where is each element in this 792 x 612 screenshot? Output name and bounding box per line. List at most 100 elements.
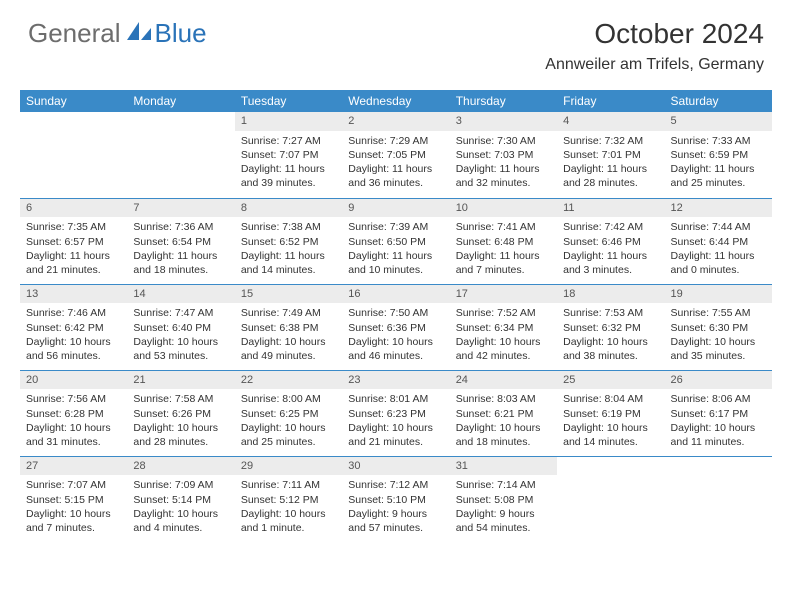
day-details: Sunrise: 8:01 AMSunset: 6:23 PMDaylight:… — [342, 389, 449, 453]
calendar-day-cell: 14Sunrise: 7:47 AMSunset: 6:40 PMDayligh… — [127, 284, 234, 370]
sunrise-line: Sunrise: 7:42 AM — [563, 220, 658, 234]
day-number: 1 — [235, 112, 342, 131]
day-number: 31 — [450, 457, 557, 476]
daylight-line: Daylight: 10 hours and 25 minutes. — [241, 421, 336, 449]
sunrise-line: Sunrise: 8:06 AM — [671, 392, 766, 406]
title-block: October 2024 Annweiler am Trifels, Germa… — [545, 18, 764, 74]
daylight-line: Daylight: 11 hours and 10 minutes. — [348, 249, 443, 277]
sunset-line: Sunset: 6:52 PM — [241, 235, 336, 249]
sunset-line: Sunset: 7:07 PM — [241, 148, 336, 162]
daylight-line: Daylight: 11 hours and 14 minutes. — [241, 249, 336, 277]
sunset-line: Sunset: 6:38 PM — [241, 321, 336, 335]
day-number: 17 — [450, 285, 557, 304]
sunset-line: Sunset: 6:57 PM — [26, 235, 121, 249]
sunrise-line: Sunrise: 7:07 AM — [26, 478, 121, 492]
day-details: Sunrise: 7:52 AMSunset: 6:34 PMDaylight:… — [450, 303, 557, 367]
day-number: 9 — [342, 199, 449, 218]
sunrise-line: Sunrise: 7:32 AM — [563, 134, 658, 148]
day-number: 26 — [665, 371, 772, 390]
day-number: 5 — [665, 112, 772, 131]
sunset-line: Sunset: 6:59 PM — [671, 148, 766, 162]
day-details: Sunrise: 7:32 AMSunset: 7:01 PMDaylight:… — [557, 131, 664, 195]
brand-logo: General Blue — [28, 18, 207, 49]
day-number: 4 — [557, 112, 664, 131]
daylight-line: Daylight: 10 hours and 28 minutes. — [133, 421, 228, 449]
day-details: Sunrise: 8:04 AMSunset: 6:19 PMDaylight:… — [557, 389, 664, 453]
daylight-line: Daylight: 10 hours and 31 minutes. — [26, 421, 121, 449]
day-number: 24 — [450, 371, 557, 390]
calendar-day-cell: 26Sunrise: 8:06 AMSunset: 6:17 PMDayligh… — [665, 370, 772, 456]
sunrise-line: Sunrise: 8:04 AM — [563, 392, 658, 406]
day-number: 13 — [20, 285, 127, 304]
sunset-line: Sunset: 6:42 PM — [26, 321, 121, 335]
calendar-empty-cell — [20, 112, 127, 198]
day-number: 27 — [20, 457, 127, 476]
day-number: 7 — [127, 199, 234, 218]
calendar-day-cell: 3Sunrise: 7:30 AMSunset: 7:03 PMDaylight… — [450, 112, 557, 198]
sunrise-line: Sunrise: 7:35 AM — [26, 220, 121, 234]
day-number: 11 — [557, 199, 664, 218]
sunset-line: Sunset: 5:12 PM — [241, 493, 336, 507]
daylight-line: Daylight: 9 hours and 54 minutes. — [456, 507, 551, 535]
daylight-line: Daylight: 10 hours and 14 minutes. — [563, 421, 658, 449]
calendar-day-cell: 23Sunrise: 8:01 AMSunset: 6:23 PMDayligh… — [342, 370, 449, 456]
sunrise-line: Sunrise: 8:01 AM — [348, 392, 443, 406]
calendar-week-row: 6 Sunrise: 7:35 AMSunset: 6:57 PM Daylight… — [20, 198, 772, 284]
day-details: Sunrise: 7:39 AMSunset: 6:50 PMDaylight:… — [342, 217, 449, 281]
day-details: Sunrise: 7:30 AMSunset: 7:03 PMDaylight:… — [450, 131, 557, 195]
day-details: Sunrise: 7:53 AMSunset: 6:32 PMDaylight:… — [557, 303, 664, 367]
calendar-day-cell: 16Sunrise: 7:50 AMSunset: 6:36 PMDayligh… — [342, 284, 449, 370]
daylight-line: Daylight: 10 hours and 38 minutes. — [563, 335, 658, 363]
daylight-line: Daylight: 11 hours and 36 minutes. — [348, 162, 443, 190]
calendar-day-cell: 13 Sunrise: 7:46 AMSunset: 6:42 PMDayligh… — [20, 284, 127, 370]
sunrise-line: Sunrise: 7:27 AM — [241, 134, 336, 148]
calendar-day-cell: 10Sunrise: 7:41 AMSunset: 6:48 PMDayligh… — [450, 198, 557, 284]
calendar-day-cell: 5Sunrise: 7:33 AMSunset: 6:59 PMDaylight… — [665, 112, 772, 198]
day-details: Sunrise: 7:27 AMSunset: 7:07 PMDaylight:… — [235, 131, 342, 195]
sunrise-line: Sunrise: 7:47 AM — [133, 306, 228, 320]
day-details: Sunrise: 7:33 AMSunset: 6:59 PMDaylight:… — [665, 131, 772, 195]
sunrise-line: Sunrise: 7:55 AM — [671, 306, 766, 320]
calendar-week-row: 1Sunrise: 7:27 AMSunset: 7:07 PMDaylight… — [20, 112, 772, 198]
sunrise-line: Sunrise: 8:00 AM — [241, 392, 336, 406]
calendar-day-cell: 8Sunrise: 7:38 AMSunset: 6:52 PMDaylight… — [235, 198, 342, 284]
sunset-line: Sunset: 6:19 PM — [563, 407, 658, 421]
day-details: Sunrise: 7:38 AMSunset: 6:52 PMDaylight:… — [235, 217, 342, 281]
day-number: 22 — [235, 371, 342, 390]
calendar-week-row: 27Sunrise: 7:07 AMSunset: 5:15 PMDayligh… — [20, 456, 772, 542]
sunset-line: Sunset: 7:05 PM — [348, 148, 443, 162]
day-number: 10 — [450, 199, 557, 218]
day-number: 12 — [665, 199, 772, 218]
sunrise-line: Sunrise: 7:29 AM — [348, 134, 443, 148]
day-details: Sunrise: 7:11 AMSunset: 5:12 PMDaylight:… — [235, 475, 342, 539]
sunset-line: Sunset: 6:48 PM — [456, 235, 551, 249]
daylight-line: Daylight: 10 hours and 56 minutes. — [26, 335, 121, 363]
sunrise-line: Sunrise: 7:53 AM — [563, 306, 658, 320]
sunset-line: Sunset: 6:44 PM — [671, 235, 766, 249]
day-number: 15 — [235, 285, 342, 304]
day-details: Sunrise: 7:41 AMSunset: 6:48 PMDaylight:… — [450, 217, 557, 281]
day-number: 2 — [342, 112, 449, 131]
daylight-line: Daylight: 10 hours and 18 minutes. — [456, 421, 551, 449]
sunrise-line: Sunrise: 8:03 AM — [456, 392, 551, 406]
day-number: 30 — [342, 457, 449, 476]
sunrise-line: Sunrise: 7:46 AM — [26, 306, 121, 320]
sunrise-line: Sunrise: 7:44 AM — [671, 220, 766, 234]
calendar-day-cell: 11Sunrise: 7:42 AMSunset: 6:46 PMDayligh… — [557, 198, 664, 284]
weekday-header: Friday — [557, 90, 664, 112]
day-details: Sunrise: 7:07 AMSunset: 5:15 PMDaylight:… — [20, 475, 127, 539]
calendar-empty-cell — [665, 456, 772, 542]
day-details: Sunrise: 7:56 AMSunset: 6:28 PMDaylight:… — [20, 389, 127, 453]
sunrise-line: Sunrise: 7:14 AM — [456, 478, 551, 492]
calendar-day-cell: 17Sunrise: 7:52 AMSunset: 6:34 PMDayligh… — [450, 284, 557, 370]
daylight-line: Daylight: 11 hours and 39 minutes. — [241, 162, 336, 190]
day-number: 14 — [127, 285, 234, 304]
day-number: 29 — [235, 457, 342, 476]
calendar-day-cell: 18Sunrise: 7:53 AMSunset: 6:32 PMDayligh… — [557, 284, 664, 370]
weekday-header: Sunday — [20, 90, 127, 112]
day-number: 6 — [20, 199, 127, 218]
sunset-line: Sunset: 7:01 PM — [563, 148, 658, 162]
sunrise-line: Sunrise: 7:49 AM — [241, 306, 336, 320]
daylight-line: Daylight: 10 hours and 49 minutes. — [241, 335, 336, 363]
day-number: 23 — [342, 371, 449, 390]
